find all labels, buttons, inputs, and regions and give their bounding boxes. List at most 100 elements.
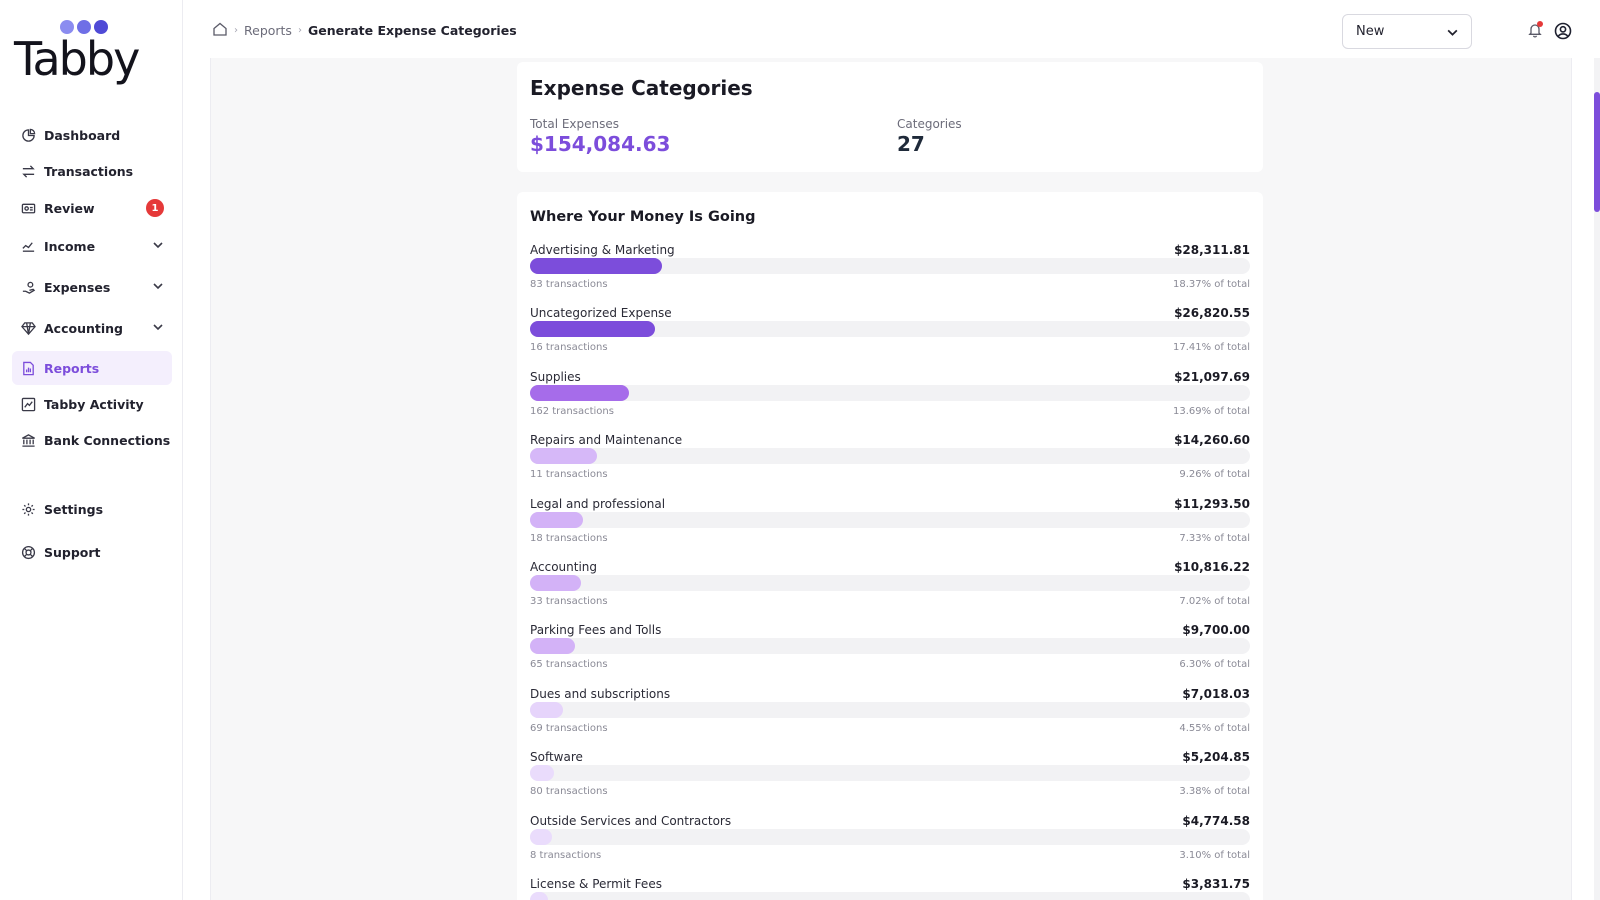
category-bar-track [530, 384, 1250, 401]
sidebar-item-income[interactable]: Income [12, 229, 172, 263]
sidebar-item-label: Dashboard [44, 127, 121, 143]
category-bar-track [530, 574, 1250, 591]
category-bar-track [530, 701, 1250, 718]
accounting-icon [20, 320, 36, 336]
sidebar-item-label: Review [44, 200, 95, 216]
category-bar-track [530, 765, 1250, 782]
scrollbar-track[interactable] [1594, 58, 1600, 900]
category-name: Software [530, 750, 583, 765]
home-icon[interactable] [212, 21, 228, 40]
category-name: Outside Services and Contractors [530, 813, 732, 828]
category-name: Supplies [530, 369, 581, 384]
category-transaction-count: 16 transactions [530, 342, 608, 354]
lifebuoy-icon [20, 544, 36, 560]
category-row[interactable]: Dues and subscriptions $7,018.03 69 transa… [530, 687, 1250, 750]
sidebar-item-label: Reports [44, 360, 100, 376]
category-name: Repairs and Maintenance [530, 433, 683, 448]
category-distribution-card: Where Your Money Is Going Advertising & … [517, 192, 1263, 900]
category-row[interactable]: Parking Fees and Tolls $9,700.00 65 transa… [530, 623, 1250, 686]
category-bar-fill [530, 765, 555, 782]
breadcrumb-current: Generate Expense Categories [307, 23, 517, 38]
sidebar-item-dashboard[interactable]: Dashboard [12, 118, 172, 152]
category-amount: $3,831.75 [1182, 876, 1250, 891]
new-dropdown-value: New [1356, 24, 1385, 39]
category-bar-fill [530, 321, 656, 338]
category-share: 17.41% of total [1173, 342, 1250, 354]
category-amount: $10,816.22 [1174, 559, 1250, 574]
category-list: Advertising & Marketing $28,311.81 83 tran… [530, 243, 1250, 900]
category-row[interactable]: Software $5,204.85 80 transactions 3.38% of… [530, 750, 1250, 813]
category-amount: $9,700.00 [1182, 623, 1250, 638]
chevron-down-icon [1446, 26, 1459, 43]
category-transaction-count: 11 transactions [530, 469, 608, 481]
sidebar-item-settings[interactable]: Settings [12, 492, 172, 526]
category-bar-fill [530, 258, 663, 274]
categories-count: 27 [897, 132, 925, 156]
sidebar-item-support[interactable]: Support [12, 535, 172, 569]
category-transaction-count: 65 transactions [530, 659, 608, 671]
sidebar-item-reports[interactable]: Reports [12, 351, 172, 385]
chevron-down-icon [152, 280, 164, 295]
category-name: Legal and professional [530, 496, 666, 511]
category-bar-fill [530, 574, 581, 591]
scrollbar-thumb[interactable] [1594, 92, 1600, 212]
category-share: 7.33% of total [1179, 532, 1250, 544]
category-row[interactable]: Outside Services and Contractors $4,774.5… [530, 814, 1250, 877]
category-row[interactable]: License & Permit Fees $3,831.75 [530, 877, 1250, 900]
sidebar-item-bank-connections[interactable]: Bank Connections [12, 423, 172, 457]
chevron-down-icon [152, 239, 164, 254]
category-row[interactable]: Accounting $10,816.22 33 transactions 7.02%… [530, 560, 1250, 623]
category-row[interactable]: Uncategorized Expense $26,820.55 16 transa… [530, 306, 1250, 369]
sidebar-item-label: Accounting [44, 320, 123, 336]
category-name: Accounting [530, 559, 598, 574]
expense-summary-card: Expense Categories Total Expenses $154,0… [517, 62, 1263, 172]
category-bar-track [530, 258, 1250, 274]
transactions-icon [20, 163, 36, 179]
category-bar-fill [530, 828, 553, 845]
gear-icon [20, 501, 36, 517]
category-share: 3.10% of total [1179, 849, 1250, 861]
logo-dot [94, 20, 108, 34]
category-name: Advertising & Marketing [530, 243, 675, 257]
sidebar: Tabby Dashboard Transactions Review 1 In… [0, 0, 183, 900]
category-row[interactable]: Advertising & Marketing $28,311.81 83 tran… [530, 243, 1250, 306]
sidebar-item-accounting[interactable]: Accounting [12, 311, 172, 345]
category-bar-fill [530, 448, 597, 465]
new-dropdown[interactable]: New [1342, 14, 1472, 49]
sidebar-item-label: Settings [44, 501, 104, 517]
category-bar-fill [530, 891, 548, 900]
total-expenses-value: $154,084.63 [530, 132, 671, 156]
category-transaction-count: 162 transactions [530, 405, 614, 417]
reports-icon [20, 360, 36, 376]
category-name: Parking Fees and Tolls [530, 623, 662, 638]
chevron-down-icon [152, 321, 164, 336]
sidebar-item-review[interactable]: Review 1 [12, 191, 172, 225]
sidebar-item-transactions[interactable]: Transactions [12, 154, 172, 188]
category-bar-track [530, 638, 1250, 655]
category-row[interactable]: Legal and professional $11,293.50 18 trans… [530, 497, 1250, 560]
sidebar-item-label: Transactions [44, 163, 134, 179]
category-bar-fill [530, 384, 629, 401]
breadcrumb: › Reports › Generate Expense Categories [212, 21, 517, 40]
category-transaction-count: 33 transactions [530, 595, 608, 607]
sidebar-item-tabby-activity[interactable]: Tabby Activity [12, 387, 172, 421]
category-transaction-count: 80 transactions [530, 786, 608, 798]
category-bar-track [530, 511, 1250, 528]
sidebar-item-expenses[interactable]: Expenses [12, 270, 172, 304]
distribution-title: Where Your Money Is Going [530, 209, 756, 225]
user-account-icon[interactable] [1554, 22, 1572, 44]
category-row[interactable]: Supplies $21,097.69 162 transactions 13.69%… [530, 370, 1250, 433]
category-amount: $5,204.85 [1182, 750, 1250, 765]
category-name: Uncategorized Expense [530, 306, 672, 321]
category-amount: $7,018.03 [1182, 686, 1250, 701]
category-name: License & Permit Fees [530, 876, 662, 891]
category-amount: $4,774.58 [1182, 813, 1250, 828]
category-row[interactable]: Repairs and Maintenance $14,260.60 11 tran… [530, 433, 1250, 496]
tabby-logo[interactable]: Tabby [14, 20, 140, 82]
breadcrumb-separator: › [234, 25, 238, 36]
category-bar-track [530, 448, 1250, 465]
category-share: 3.38% of total [1179, 786, 1250, 798]
breadcrumb-reports[interactable]: Reports [244, 23, 292, 38]
notification-dot [1537, 21, 1543, 27]
category-bar-fill [530, 701, 563, 718]
